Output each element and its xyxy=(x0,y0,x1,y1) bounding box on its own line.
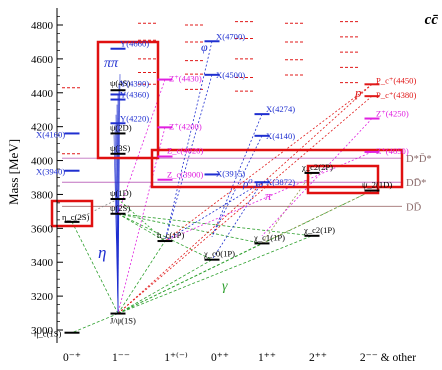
threshold-label: D*D̄* xyxy=(406,153,432,165)
state-label: h_c(1P) xyxy=(157,230,184,240)
y-tick-label: 4200 xyxy=(31,122,54,134)
transition-line xyxy=(117,198,166,242)
state-label: χ_c2(2P) xyxy=(301,162,333,172)
y-axis-ticks: 3000 3200 3400 3600 3800 4000 4200 4400 4600 4800 xyxy=(31,16,63,337)
transition-line xyxy=(164,83,373,242)
state-label: ψ(1D) xyxy=(110,188,132,198)
state-label: Z⁺(4200) xyxy=(169,121,202,131)
state-label: Y(4660) xyxy=(120,39,149,49)
state-label: η_c(2S) xyxy=(62,212,90,222)
x-axis-label: 0⁺⁺ xyxy=(211,352,229,364)
state-label: X(3940) xyxy=(36,167,65,177)
state-label: X(4700) xyxy=(216,31,245,41)
threshold-label: DD̄* xyxy=(406,177,426,189)
highlight-box xyxy=(96,40,160,160)
state-label: Z⁺(4430) xyxy=(169,74,202,84)
highlight-boxes xyxy=(50,40,404,228)
annotation-label: γ xyxy=(222,279,228,294)
diagram-title: cc̄ xyxy=(425,12,439,28)
annotation-label: π xyxy=(265,188,272,203)
state-label: X(4500) xyxy=(216,70,245,80)
x-axis-label: 2⁻⁻ & other xyxy=(360,352,416,364)
state-label: X(4274) xyxy=(266,104,295,114)
y-tick-label: 3600 xyxy=(31,223,54,235)
state-label: J/ψ(1S) xyxy=(110,316,136,326)
annotation-label: p xyxy=(354,85,362,100)
state-label: Z_c(4020) xyxy=(167,145,203,155)
highlight-box xyxy=(50,199,94,228)
state-label: χ_c1(1P) xyxy=(253,232,285,242)
state-label: Z_c(3900) xyxy=(167,170,203,180)
annotation-label: φ xyxy=(201,40,208,54)
transition-line xyxy=(117,95,373,314)
transition-line xyxy=(117,259,213,314)
annotations: ππ φ η ρ⁰,ωπ p γ xyxy=(98,40,362,294)
state-label: χ_c0(1P) xyxy=(203,249,235,259)
state-label: ψ(3S) xyxy=(110,143,130,153)
state-label: Y(4390) xyxy=(120,78,149,88)
state-label: Y(4360) xyxy=(120,90,149,100)
highlight-box xyxy=(150,148,404,189)
y-tick-label: 3000 xyxy=(31,325,54,337)
state-label: X(4140) xyxy=(266,131,295,141)
x-axis-label: 2⁺⁺ xyxy=(309,352,327,364)
state-label: X(3915) xyxy=(216,168,245,178)
transition-line xyxy=(117,213,313,237)
transition-line xyxy=(211,182,263,260)
transition-line xyxy=(261,172,313,244)
x-axis-label: 1⁺⁽⁻⁾ xyxy=(164,352,188,364)
transition-line xyxy=(117,213,166,242)
transition-line xyxy=(71,313,119,334)
transition-line xyxy=(71,221,119,314)
x-axis-label: 1⁻⁻ xyxy=(112,352,130,364)
highlight-box xyxy=(306,164,380,195)
transition-line xyxy=(71,198,119,223)
transition-line xyxy=(261,190,373,244)
threshold-label: DD̄ xyxy=(406,201,422,213)
state-label: P_c⁺(4450) xyxy=(376,75,416,85)
transition-line xyxy=(117,213,263,244)
state-label: η_c(1S) xyxy=(34,329,62,339)
state-label: Y(4220) xyxy=(120,113,149,123)
state-label: X(3872) xyxy=(266,177,295,187)
y-tick-label: 3200 xyxy=(31,291,54,303)
x-axis-labels: 0⁻⁺ 1⁻⁻ 1⁺⁽⁻⁾ 0⁺⁺ 1⁺⁺ 2⁺⁺ 2⁻⁻ & other xyxy=(63,352,416,364)
state-label: P_c⁺(4380) xyxy=(376,90,416,100)
state-label: ψ(2D) xyxy=(110,122,132,132)
annotation-label: η xyxy=(98,243,106,262)
state-label: ψ_2(1D) xyxy=(362,180,392,190)
state-label: ψ(4S) xyxy=(110,78,130,88)
transition-line xyxy=(164,74,213,242)
state-label: Z⁺(4050) xyxy=(376,146,409,156)
transition-line xyxy=(117,213,213,261)
y-tick-label: 4800 xyxy=(31,20,54,32)
state-label: X(4160) xyxy=(36,129,65,139)
transition-line xyxy=(117,84,373,314)
x-axis-label: 1⁺⁺ xyxy=(258,352,276,364)
y-tick-label: 4600 xyxy=(31,54,54,66)
state-levels: η_c(1S) η_c(2S) J/ψ(1S) ψ(2S) ψ(1D) ψ(3S) ψ(2D… xyxy=(34,31,416,338)
y-tick-label: 4000 xyxy=(31,156,54,168)
x-axis-label: 0⁻⁺ xyxy=(63,352,81,364)
y-tick-label: 3400 xyxy=(31,257,54,269)
transition-line xyxy=(261,118,373,237)
transition-line xyxy=(117,235,313,314)
state-label: Z⁺(4250) xyxy=(376,109,409,119)
state-label: ψ(2S) xyxy=(110,203,130,213)
transition-line xyxy=(117,190,373,314)
annotation-label: ππ xyxy=(104,56,119,71)
y-tick-label: 4400 xyxy=(31,88,54,100)
state-label: χ_c2(1P) xyxy=(303,225,335,235)
transition-line xyxy=(164,181,263,242)
annotation-label: ρ⁰,ω xyxy=(242,178,263,190)
transition-line xyxy=(117,240,166,314)
y-axis-label: Mass [MeV] xyxy=(6,139,21,205)
y-tick-label: 3800 xyxy=(31,189,54,201)
